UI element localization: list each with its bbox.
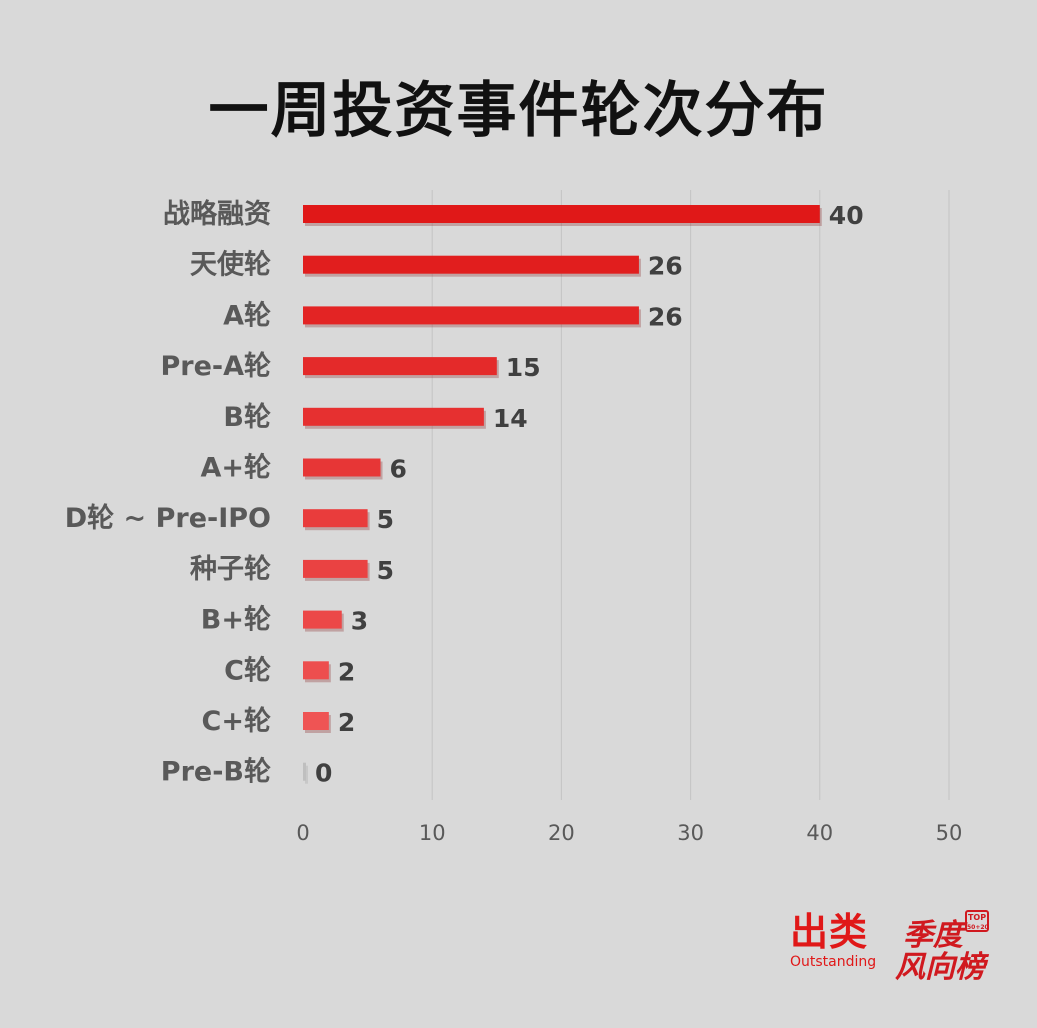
bar-6: [303, 509, 368, 528]
category-label: A+轮: [200, 453, 271, 484]
category-label: 战略融资: [163, 198, 271, 230]
category-label: C+轮: [202, 706, 271, 737]
bar-5: [303, 458, 381, 477]
bar-10: [303, 712, 329, 730]
badge-top-text: TOP: [967, 913, 987, 922]
value-label: 6: [390, 455, 407, 484]
bar-0: [303, 205, 820, 223]
bar-9: [303, 661, 329, 680]
logo-line1: 季度: [903, 918, 963, 953]
top-badge: TOP 50+20: [965, 910, 989, 932]
value-label: 15: [506, 353, 541, 382]
bar-shadow: [305, 765, 308, 784]
category-label: D轮 ~ Pre-IPO: [65, 503, 271, 534]
x-tick-label: 0: [296, 821, 309, 845]
logo-sub-text: Outstanding: [790, 954, 877, 970]
value-label: 0: [315, 759, 332, 788]
category-label: B轮: [223, 402, 271, 433]
x-tick-label: 50: [936, 821, 963, 845]
value-label: 2: [338, 708, 355, 737]
value-label: 3: [351, 607, 368, 636]
value-label: 26: [648, 302, 683, 331]
bar-1: [303, 255, 639, 274]
gridlines: [431, 190, 950, 800]
bar-4: [303, 407, 484, 426]
category-label: 种子轮: [190, 554, 271, 585]
x-tick-label: 10: [419, 821, 446, 845]
category-label: 天使轮: [190, 250, 271, 281]
badge-sub-text: 50+20: [967, 924, 989, 931]
value-label: 40: [829, 201, 864, 230]
bar-7: [303, 559, 368, 578]
category-label: Pre-B轮: [161, 757, 271, 788]
category-label: A轮: [223, 300, 271, 331]
bar-2: [303, 306, 639, 325]
quarterly-ranking-logo: 季度 风向榜 TOP 50+20: [893, 908, 1003, 985]
x-tick-label: 40: [806, 821, 833, 845]
bar-8: [303, 610, 342, 629]
logo-main-text: 出类: [790, 910, 869, 954]
x-tick-label: 30: [677, 821, 704, 845]
value-label: 5: [377, 505, 394, 534]
chart-title: 一周投资事件轮次分布: [208, 76, 829, 146]
category-label: C轮: [224, 655, 271, 686]
category-label: B+轮: [201, 605, 271, 636]
outstanding-logo: 出类 Outstanding: [790, 912, 880, 970]
value-label: 26: [648, 252, 683, 281]
bars: [303, 205, 822, 784]
x-tick-label: 20: [548, 821, 575, 845]
bar-11: [303, 762, 306, 781]
value-label: 2: [338, 657, 355, 686]
category-label: Pre-A轮: [160, 351, 271, 382]
value-label: 5: [377, 556, 394, 585]
bar-3: [303, 357, 497, 376]
logo-line2: 风向榜: [895, 950, 985, 985]
value-label: 14: [493, 404, 528, 433]
